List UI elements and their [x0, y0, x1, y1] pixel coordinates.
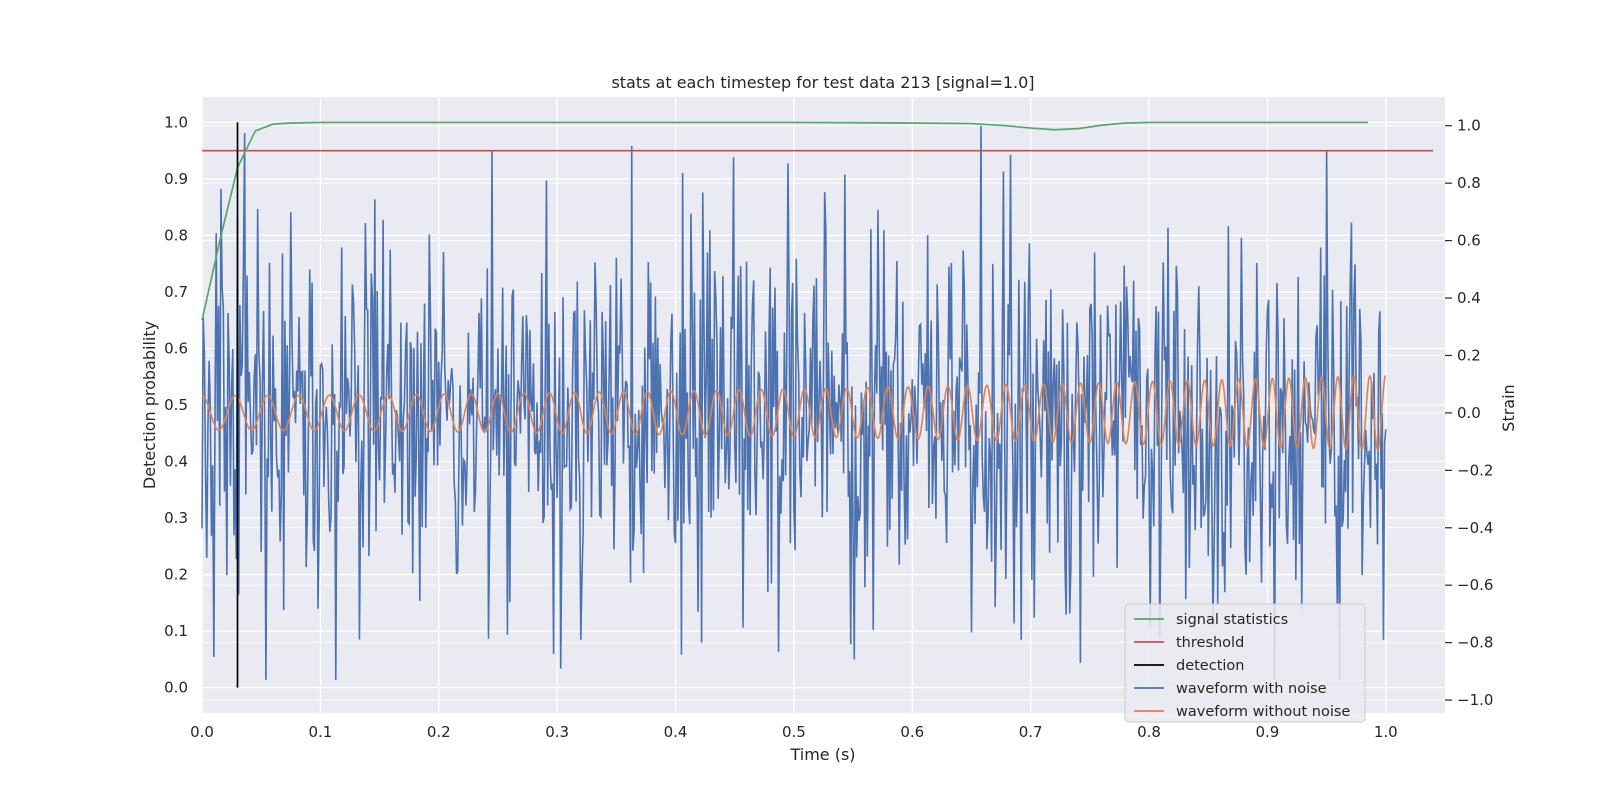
- y-left-tick-label: 0.5: [164, 396, 188, 414]
- y-right-tick-label: 0.4: [1457, 289, 1481, 307]
- y-right-tick-label: −0.6: [1457, 576, 1493, 594]
- legend-label: waveform without noise: [1176, 704, 1350, 720]
- x-tick-label: 0.2: [427, 723, 451, 741]
- y-left-tick-label: 0.2: [164, 566, 188, 584]
- legend-label: signal statistics: [1176, 612, 1288, 628]
- signal-statistics-line: [201, 121, 1369, 321]
- y-left-tick-label: 0.3: [164, 509, 188, 527]
- y-right-tick-label: −0.8: [1457, 634, 1493, 652]
- y-left-tick-label: 0.7: [164, 283, 188, 301]
- waveform-with-noise-line: [201, 125, 1387, 680]
- y-right-tick-label: −1.0: [1457, 691, 1493, 709]
- y-axis-label-left: Detection probability: [140, 321, 159, 489]
- legend-label: waveform with noise: [1176, 681, 1327, 697]
- waveform-without-noise-line: [201, 374, 1387, 452]
- y-left-tick-label: 0.1: [164, 622, 188, 640]
- legend-box: [1124, 603, 1366, 723]
- y-left-tick-label: 0.9: [164, 170, 188, 188]
- x-tick-label: 0.0: [190, 723, 214, 741]
- tick-labels: 0.0 0.1 0.2 0.3 0.4 0.5 0.6 0.7 0.8 0.9 1.0 0.0 0.1 0…: [164, 113, 1493, 741]
- series-layer: [201, 121, 1434, 688]
- y-right-tick-label: 1.0: [1457, 117, 1481, 135]
- x-tick-label: 0.1: [308, 723, 332, 741]
- x-tick-label: 0.8: [1137, 723, 1161, 741]
- x-tick-label: 0.7: [1019, 723, 1043, 741]
- y-right-tick-label: −0.2: [1457, 461, 1493, 479]
- x-tick-label: 0.5: [782, 723, 806, 741]
- legend: signal statistics threshold detection wavef…: [1124, 603, 1366, 723]
- y-right-tick-label: −0.4: [1457, 519, 1493, 537]
- legend-label: detection: [1176, 658, 1244, 674]
- y-left-tick-label: 0.6: [164, 339, 188, 357]
- y-right-tick-label: 0.0: [1457, 404, 1481, 422]
- y-axis-label-right: Strain: [1499, 384, 1518, 431]
- y-left-tick-label: 1.0: [164, 113, 188, 131]
- y-right-tick-label: 0.2: [1457, 346, 1481, 364]
- x-tick-label: 0.6: [900, 723, 924, 741]
- y-right-tick-label: 0.8: [1457, 174, 1481, 192]
- y-left-tick-label: 0.8: [164, 226, 188, 244]
- x-tick-label: 1.0: [1374, 723, 1398, 741]
- x-tick-label: 0.9: [1255, 723, 1279, 741]
- y-left-tick-label: 0.0: [164, 679, 188, 697]
- x-axis-label: Time (s): [789, 745, 855, 764]
- legend-label: threshold: [1176, 635, 1244, 651]
- x-tick-label: 0.3: [545, 723, 569, 741]
- chart-title: stats at each timestep for test data 213…: [611, 73, 1034, 92]
- y-right-tick-label: 0.6: [1457, 232, 1481, 250]
- y-left-tick-label: 0.4: [164, 453, 188, 471]
- x-tick-label: 0.4: [664, 723, 688, 741]
